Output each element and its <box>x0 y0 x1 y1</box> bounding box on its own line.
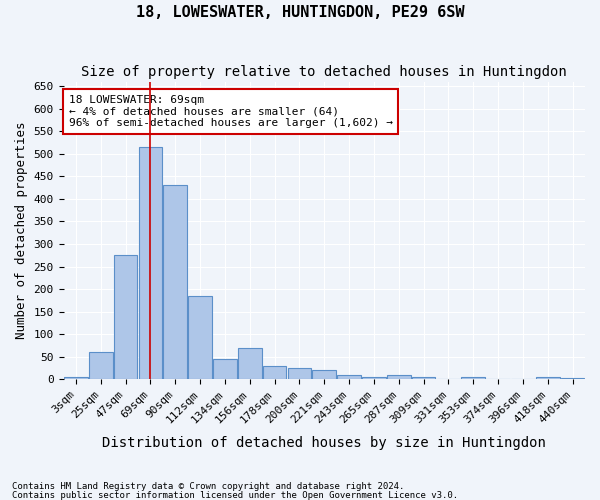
Bar <box>238 348 262 380</box>
Bar <box>536 377 560 380</box>
Bar <box>64 377 88 380</box>
Text: Contains public sector information licensed under the Open Government Licence v3: Contains public sector information licen… <box>12 490 458 500</box>
Bar <box>387 375 410 380</box>
Text: 18 LOWESWATER: 69sqm
← 4% of detached houses are smaller (64)
96% of semi-detach: 18 LOWESWATER: 69sqm ← 4% of detached ho… <box>69 95 393 128</box>
Bar <box>188 296 212 380</box>
Bar <box>313 370 336 380</box>
Text: 18, LOWESWATER, HUNTINGDON, PE29 6SW: 18, LOWESWATER, HUNTINGDON, PE29 6SW <box>136 5 464 20</box>
Bar <box>461 377 485 380</box>
Bar <box>139 147 162 380</box>
Bar <box>213 359 237 380</box>
Bar <box>114 256 137 380</box>
Text: Contains HM Land Registry data © Crown copyright and database right 2024.: Contains HM Land Registry data © Crown c… <box>12 482 404 491</box>
Bar <box>362 377 386 380</box>
Bar <box>163 186 187 380</box>
Bar <box>412 377 436 380</box>
Y-axis label: Number of detached properties: Number of detached properties <box>15 122 28 340</box>
Bar <box>89 352 113 380</box>
X-axis label: Distribution of detached houses by size in Huntingdon: Distribution of detached houses by size … <box>103 436 546 450</box>
Title: Size of property relative to detached houses in Huntingdon: Size of property relative to detached ho… <box>82 65 567 79</box>
Bar <box>337 375 361 380</box>
Bar <box>287 368 311 380</box>
Bar <box>561 378 584 380</box>
Bar <box>263 366 286 380</box>
